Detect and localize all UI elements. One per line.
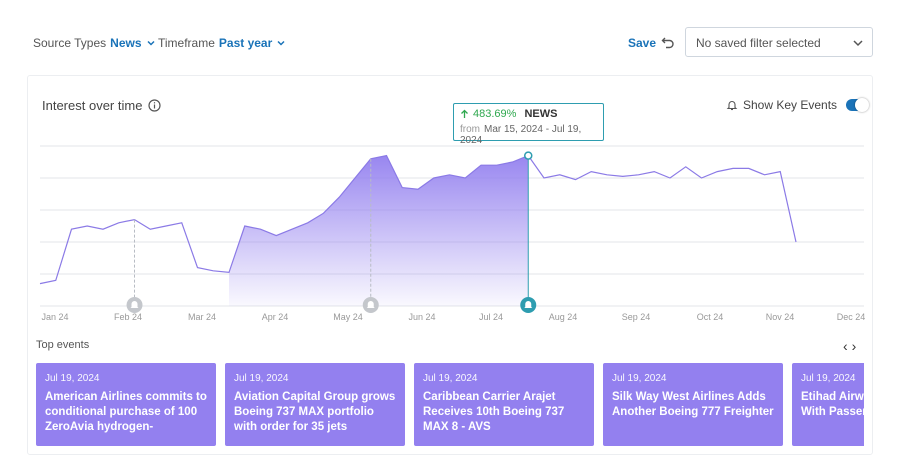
- event-title: Silk Way West Airlines Adds Another Boei…: [612, 391, 774, 418]
- chart-title: Interest over time: [42, 98, 162, 113]
- event-date: Jul 19, 2024: [423, 373, 478, 384]
- bell-icon: [524, 301, 533, 308]
- chevron-left-icon[interactable]: ‹: [843, 338, 848, 354]
- x-tick-label: Nov 24: [766, 312, 795, 322]
- timeframe-label: Timeframe: [158, 36, 215, 50]
- save-button[interactable]: Save: [628, 36, 657, 50]
- x-tick-label: Sep 24: [622, 312, 651, 322]
- x-tick-label: May 24: [333, 312, 363, 322]
- undo-icon[interactable]: [660, 34, 676, 50]
- bell-icon: [366, 301, 375, 308]
- x-tick-label: Aug 24: [549, 312, 578, 322]
- timeframe-value: Past year: [218, 36, 273, 50]
- timeframe-filter[interactable]: Timeframe Past year: [158, 36, 286, 50]
- event-date: Jul 19, 2024: [45, 373, 100, 384]
- chart-tooltip: 483.69% NEWS from Mar 15, 2024 - Jul 19, …: [453, 103, 604, 146]
- x-tick-label: Jul 24: [479, 312, 503, 322]
- info-icon[interactable]: [148, 99, 162, 112]
- interest-chart: Jan 24 Feb 24 Mar 24 Apr 24 May 24 Jun 24 Jul …: [39, 145, 866, 322]
- saved-filter-select[interactable]: No saved filter selected: [685, 27, 873, 57]
- saved-filter-value: No saved filter selected: [696, 36, 821, 50]
- event-date: Jul 19, 2024: [612, 373, 667, 384]
- chevron-down-icon: [277, 40, 285, 46]
- arrow-up-icon: [461, 109, 468, 118]
- highlight-area: [229, 155, 529, 306]
- filter-bar: Source Types News Timeframe Past year Sa…: [0, 0, 900, 75]
- source-types-value: News: [110, 36, 142, 50]
- bell-icon: [130, 301, 139, 308]
- key-events-control: Show Key Events: [726, 98, 870, 112]
- key-events-label: Show Key Events: [743, 98, 838, 112]
- top-events-list: Jul 19, 2024 American Airlines commits to…: [36, 363, 864, 447]
- source-types-label: Source Types: [33, 36, 107, 50]
- event-date: Jul 19, 2024: [234, 373, 289, 384]
- event-title: Aviation Capital Group grows Boeing 737 …: [234, 391, 396, 433]
- event-title: Caribbean Carrier Arajet Receives 10th B…: [423, 391, 565, 433]
- tooltip-change: 483.69%: [473, 108, 517, 120]
- tooltip-from-label: from: [460, 124, 480, 135]
- interest-chart-card: Interest over time Show Key Events Jan 2…: [27, 75, 873, 455]
- x-tick-label: Jan 24: [41, 312, 68, 322]
- event-title: Etihad Airways Milestone With Passengers…: [801, 391, 864, 418]
- event-date: Jul 19, 2024: [801, 373, 856, 384]
- top-events-label: Top events: [36, 339, 90, 351]
- chevron-right-icon[interactable]: ›: [851, 338, 857, 354]
- event-title: American Airlines commits to conditional…: [45, 391, 207, 433]
- chevron-down-icon: [146, 40, 155, 46]
- event-card[interactable]: Jul 19, 2024 Caribbean Carrier Arajet Rec…: [414, 363, 594, 446]
- event-card[interactable]: Jul 19, 2024 Etihad Airways Milestone Wit…: [792, 363, 864, 446]
- x-tick-label: Jun 24: [408, 312, 435, 322]
- tooltip-range: Mar 15, 2024 - Jul 19, 2024: [460, 124, 582, 146]
- key-events-toggle[interactable]: [846, 98, 870, 112]
- chart-title-text: Interest over time: [42, 98, 143, 113]
- series-line-news: [39, 154, 797, 285]
- bell-icon: [726, 101, 738, 111]
- source-types-filter[interactable]: Source Types News: [33, 36, 156, 50]
- event-card[interactable]: Jul 19, 2024 Aviation Capital Group grows…: [225, 363, 405, 446]
- event-card[interactable]: Jul 19, 2024 American Airlines commits to…: [36, 363, 216, 446]
- x-tick-label: Oct 24: [697, 312, 724, 322]
- tooltip-series: NEWS: [524, 108, 558, 120]
- event-card[interactable]: Jul 19, 2024 Silk Way West Airlines Adds …: [603, 363, 783, 446]
- x-tick-label: Dec 24: [837, 312, 866, 322]
- chevron-down-icon: [853, 40, 863, 47]
- toggle-knob: [855, 98, 870, 112]
- hover-point: [524, 151, 533, 160]
- events-nav: ‹ ›: [843, 338, 856, 354]
- x-tick-label: Feb 24: [114, 312, 142, 322]
- x-tick-label: Mar 24: [188, 312, 216, 322]
- x-tick-label: Apr 24: [262, 312, 289, 322]
